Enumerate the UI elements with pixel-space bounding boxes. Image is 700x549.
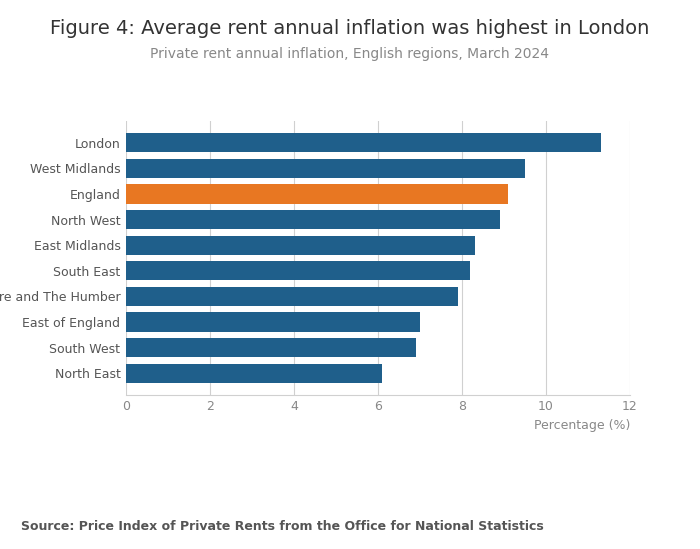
Text: Source: Price Index of Private Rents from the Office for National Statistics: Source: Price Index of Private Rents fro… — [21, 519, 544, 533]
Bar — [126, 312, 420, 332]
Bar — [126, 338, 416, 357]
Bar — [126, 133, 601, 153]
Text: Figure 4: Average rent annual inflation was highest in London: Figure 4: Average rent annual inflation … — [50, 19, 650, 38]
Text: Private rent annual inflation, English regions, March 2024: Private rent annual inflation, English r… — [150, 47, 550, 61]
Bar — [126, 159, 525, 178]
Bar — [126, 184, 508, 204]
Bar — [126, 287, 458, 306]
Bar — [126, 210, 500, 229]
Bar — [126, 236, 475, 255]
Bar — [126, 363, 382, 383]
Bar — [126, 261, 470, 281]
X-axis label: Percentage (%): Percentage (%) — [533, 419, 630, 432]
